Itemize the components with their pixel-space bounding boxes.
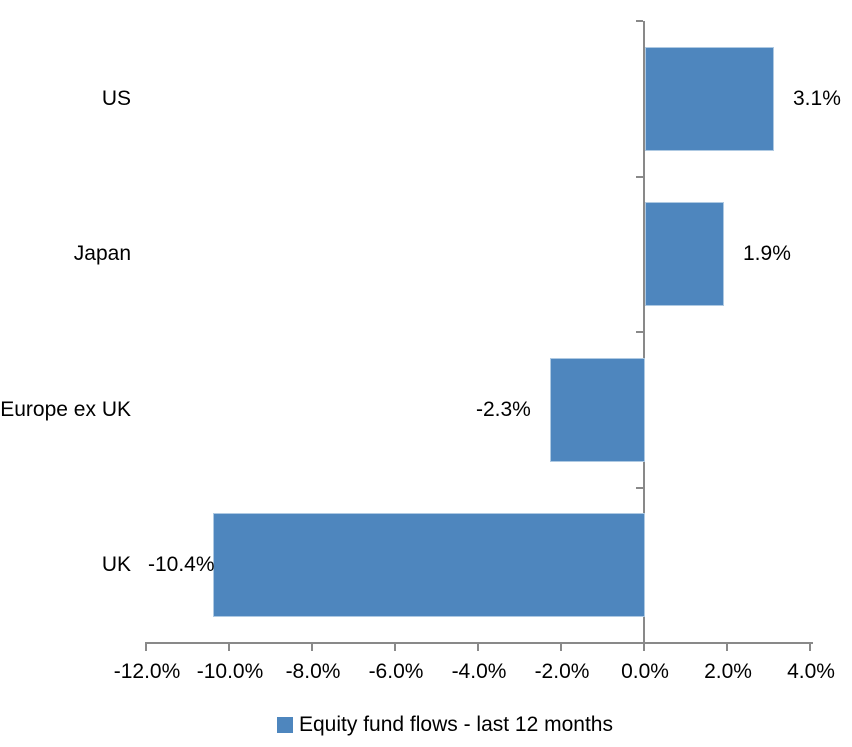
- category-label: US: [101, 87, 131, 110]
- x-axis-tick-label: 0.0%: [621, 660, 669, 683]
- x-axis-tick-label: -10.0%: [196, 660, 264, 683]
- data-label: -10.4%: [148, 553, 215, 576]
- data-label: -2.3%: [476, 398, 531, 421]
- category-label: Europe ex UK: [0, 398, 131, 421]
- category-label: UK: [101, 553, 131, 576]
- x-axis-tick-mark: [394, 642, 396, 651]
- x-axis-tick-label: -8.0%: [285, 660, 341, 683]
- bar: [645, 47, 774, 151]
- value-axis-tick-mark: [636, 20, 643, 22]
- bar: [550, 358, 645, 462]
- x-axis-tick-mark: [145, 642, 147, 651]
- legend-swatch-icon: [277, 717, 293, 733]
- value-axis-tick-mark: [636, 487, 643, 489]
- data-label: 1.9%: [743, 242, 791, 265]
- x-axis-tick-label: -4.0%: [451, 660, 507, 683]
- x-axis-tick-label: -6.0%: [368, 660, 424, 683]
- x-axis-tick-mark: [477, 642, 479, 651]
- bar: [645, 202, 724, 306]
- category-axis-line: [147, 642, 813, 644]
- x-axis-tick-mark: [726, 642, 728, 651]
- data-label: 3.1%: [793, 87, 841, 110]
- value-axis-tick-mark: [636, 176, 643, 178]
- legend: Equity fund flows - last 12 months: [277, 712, 613, 738]
- x-axis-tick-mark: [311, 642, 313, 651]
- bar: [213, 513, 645, 617]
- x-axis-tick-label: -2.0%: [534, 660, 590, 683]
- category-label: Japan: [73, 242, 131, 265]
- value-axis-line: [643, 21, 645, 644]
- x-axis-tick-label: 4.0%: [787, 660, 835, 683]
- value-axis-tick-mark: [636, 331, 643, 333]
- x-axis-tick-mark: [560, 642, 562, 651]
- legend-label: Equity fund flows - last 12 months: [299, 713, 613, 736]
- x-axis-tick-mark: [809, 642, 811, 651]
- x-axis-tick-label: 2.0%: [704, 660, 752, 683]
- x-axis-tick-mark: [643, 642, 645, 651]
- x-axis-tick-mark: [228, 642, 230, 651]
- x-axis-tick-label: -12.0%: [113, 660, 181, 683]
